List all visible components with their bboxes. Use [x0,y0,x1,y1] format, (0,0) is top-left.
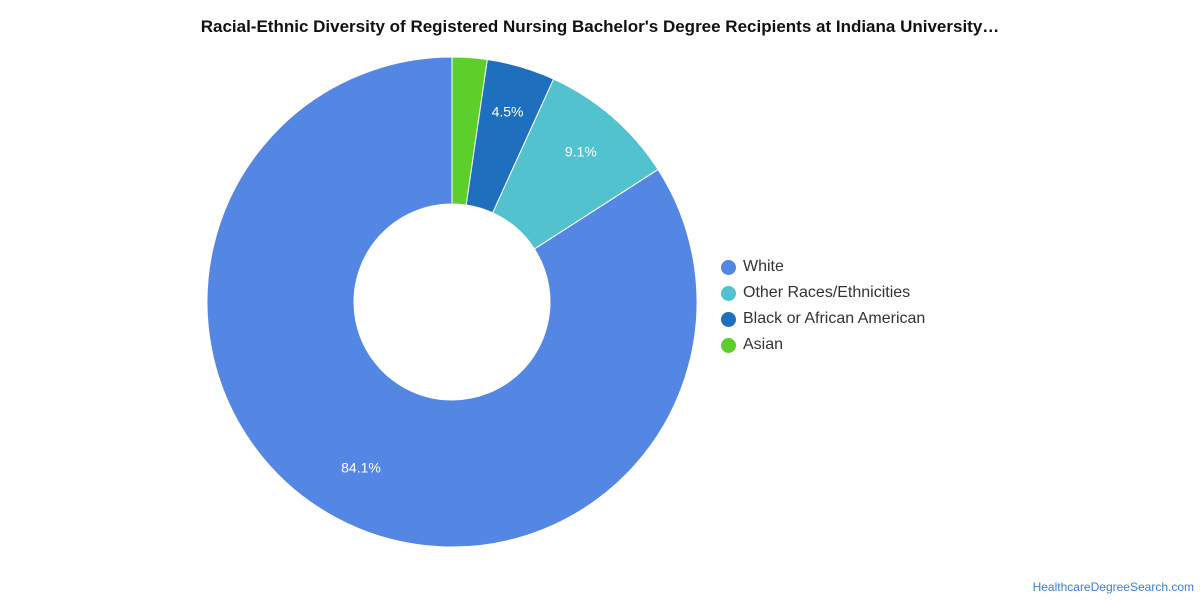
legend-item-white[interactable]: White [721,254,925,280]
chart-title: Racial-Ethnic Diversity of Registered Nu… [200,17,1000,36]
legend-item-black-or-african-american[interactable]: Black or African American [721,306,925,332]
legend-item-other-races-ethnicities[interactable]: Other Races/Ethnicities [721,280,925,306]
chart-legend: White Other Races/Ethnicities Black or Afr… [721,254,925,358]
data-label-black-or-african-american: 4.5% [492,104,524,120]
data-label-white: 84.1% [341,459,381,475]
legend-label: White [743,258,784,275]
legend-swatch [721,285,736,301]
legend-swatch [721,259,736,275]
legend-label: Black or African American [743,310,926,327]
slice-asian[interactable] [451,56,488,206]
data-label-other-races-ethnicities: 9.1% [565,144,597,160]
legend-label: Asian [743,336,784,353]
legend-label: Other Races/Ethnicities [743,284,911,301]
slice-white[interactable] [206,56,698,548]
legend-swatch [721,311,736,327]
legend-item-asian[interactable]: Asian [721,332,925,358]
legend-swatch [721,337,736,353]
source-link[interactable]: HealthcareDegreeSearch.com [1032,580,1194,594]
